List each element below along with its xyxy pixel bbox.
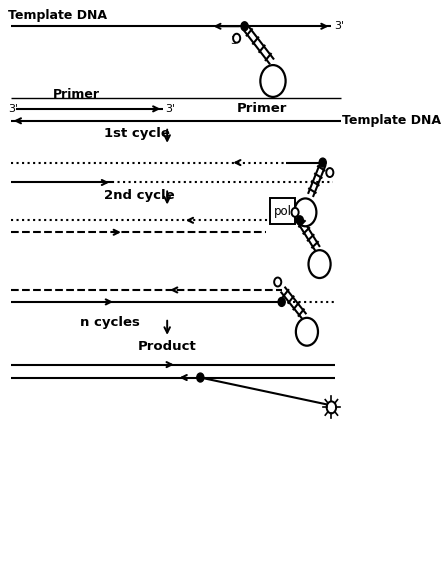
Text: 2nd cycle: 2nd cycle: [104, 189, 175, 202]
Text: n cycles: n cycles: [80, 316, 140, 329]
Circle shape: [233, 34, 240, 42]
FancyBboxPatch shape: [270, 199, 295, 224]
Circle shape: [294, 199, 316, 226]
Text: Primer: Primer: [237, 102, 287, 115]
Circle shape: [260, 65, 286, 97]
Text: 1st cycle: 1st cycle: [104, 127, 170, 140]
Text: 3': 3': [8, 104, 18, 114]
Circle shape: [278, 297, 285, 306]
Text: Product: Product: [138, 340, 197, 353]
Circle shape: [308, 250, 330, 278]
Text: Template DNA: Template DNA: [8, 10, 107, 22]
Text: pol: pol: [273, 205, 291, 218]
Text: 3': 3': [334, 22, 344, 31]
Circle shape: [197, 373, 204, 382]
Circle shape: [319, 158, 326, 167]
Circle shape: [326, 168, 334, 177]
Circle shape: [296, 318, 318, 346]
Text: 3': 3': [230, 36, 240, 46]
Circle shape: [291, 208, 299, 217]
Text: 3': 3': [166, 104, 176, 114]
Text: Primer: Primer: [53, 88, 100, 101]
Text: Template DNA: Template DNA: [342, 114, 442, 127]
Circle shape: [296, 216, 303, 225]
Circle shape: [326, 401, 336, 413]
Circle shape: [274, 277, 281, 286]
Circle shape: [241, 22, 248, 31]
